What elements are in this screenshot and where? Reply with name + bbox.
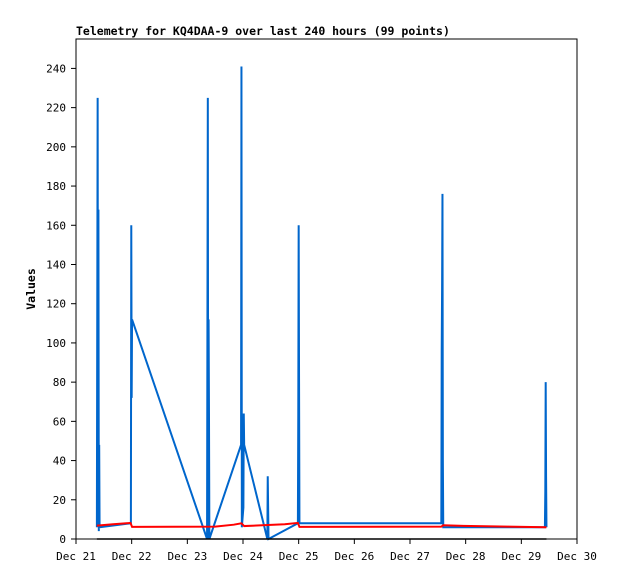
x-tick-label: Dec 24 <box>223 550 263 563</box>
chart-title: Telemetry for KQ4DAA-9 over last 240 hou… <box>76 24 450 38</box>
y-tick-label: 140 <box>46 258 66 271</box>
y-tick-label: 40 <box>53 455 66 468</box>
y-tick-label: 240 <box>46 62 66 75</box>
x-tick-label: Dec 30 <box>557 550 597 563</box>
x-tick-label: Dec 22 <box>112 550 152 563</box>
y-tick-label: 60 <box>53 415 66 428</box>
x-tick-label: Dec 28 <box>446 550 486 563</box>
series-layer <box>95 66 548 541</box>
y-tick-label: 80 <box>53 376 66 389</box>
y-tick-label: 20 <box>53 494 66 507</box>
y-tick-label: 0 <box>59 533 66 546</box>
x-tick-label: Dec 25 <box>279 550 319 563</box>
y-axis: 0 20 40 60 80 100 120 140 160 180 200 220 240 <box>46 62 76 546</box>
plot-area-frame <box>75 38 578 540</box>
x-tick-label: Dec 21 <box>56 550 96 563</box>
y-tick-label: 100 <box>46 337 66 350</box>
x-tick-label: Dec 26 <box>334 550 374 563</box>
y-tick-label: 120 <box>46 298 66 311</box>
y-axis-label: Values <box>24 268 38 310</box>
y-tick-label: 180 <box>46 180 66 193</box>
y-tick-label: 160 <box>46 219 66 232</box>
x-tick-label: Dec 27 <box>390 550 430 563</box>
y-tick-label: 220 <box>46 102 66 115</box>
x-tick-label: Dec 29 <box>501 550 541 563</box>
y-tick-label: 200 <box>46 141 66 154</box>
x-tick-label: Dec 23 <box>167 550 207 563</box>
series-line-2 <box>96 521 547 529</box>
x-axis: Dec 21 Dec 22 Dec 23 Dec 24 Dec 25 Dec 26 Dec … <box>56 539 597 563</box>
